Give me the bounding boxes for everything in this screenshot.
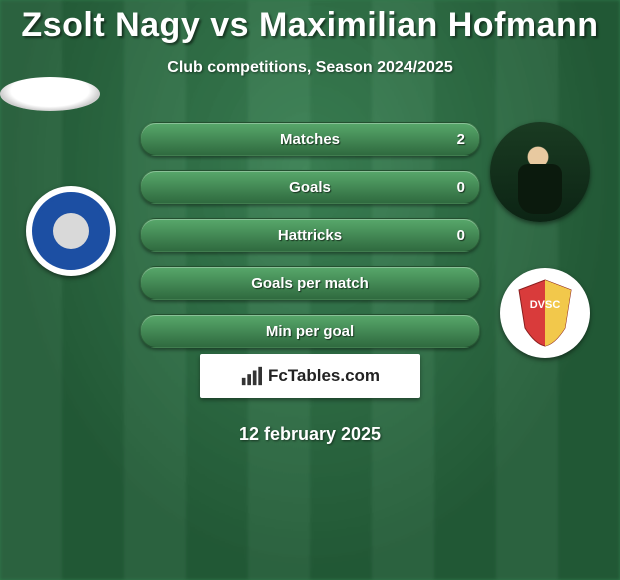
stat-label: Min per goal xyxy=(205,323,415,340)
subtitle: Club competitions, Season 2024/2025 xyxy=(0,59,620,77)
stat-label: Hattricks xyxy=(205,227,415,244)
stats-list: Matches 2 Goals 0 Hattricks 0 Goals per … xyxy=(140,122,480,362)
stat-row-min-per-goal: Min per goal xyxy=(140,314,480,348)
stat-label: Goals per match xyxy=(205,275,415,292)
vs-text: vs xyxy=(210,6,249,44)
player1-club-badge xyxy=(26,186,116,276)
player2-photo xyxy=(490,122,590,222)
source-badge: FcTables.com xyxy=(200,354,420,398)
content: Zsolt Nagy vs Maximilian Hofmann Club co… xyxy=(0,0,620,580)
page-title: Zsolt Nagy vs Maximilian Hofmann xyxy=(0,0,620,45)
player1-photo xyxy=(0,77,100,111)
stat-row-goals-per-match: Goals per match xyxy=(140,266,480,300)
source-text: FcTables.com xyxy=(268,366,380,386)
stat-right: 0 xyxy=(415,227,479,244)
stat-right: 0 xyxy=(415,179,479,196)
stat-row-hattricks: Hattricks 0 xyxy=(140,218,480,252)
svg-text:DVSC: DVSC xyxy=(530,299,561,311)
stat-row-goals: Goals 0 xyxy=(140,170,480,204)
date-text: 12 february 2025 xyxy=(0,424,620,445)
stat-label: Matches xyxy=(205,131,415,148)
player1-name: Zsolt Nagy xyxy=(21,6,200,44)
stat-right: 2 xyxy=(415,131,479,148)
stat-label: Goals xyxy=(205,179,415,196)
bars-icon xyxy=(240,365,262,387)
player2-club-badge: DVSC xyxy=(500,268,590,358)
player2-name: Maximilian Hofmann xyxy=(259,6,599,44)
card-root: Zsolt Nagy vs Maximilian Hofmann Club co… xyxy=(0,0,620,580)
stat-row-matches: Matches 2 xyxy=(140,122,480,156)
